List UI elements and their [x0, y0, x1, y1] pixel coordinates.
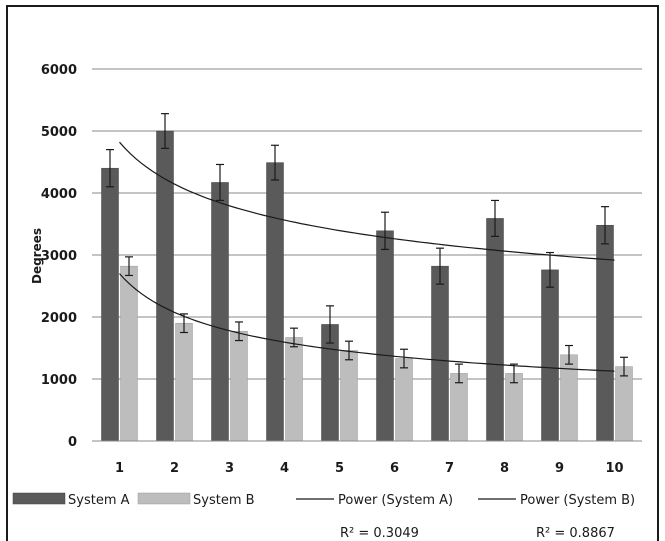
x-tick-label: 4: [280, 461, 289, 476]
y-tick-label: 4000: [41, 187, 77, 202]
y-tick-label: 0: [68, 435, 77, 450]
legend-label: Power (System B): [520, 493, 635, 508]
error-bars: [106, 113, 628, 384]
legend-swatch: [137, 492, 191, 505]
bar-system-a: [376, 230, 394, 442]
bar-system-b: [285, 337, 303, 442]
x-tick-label: 6: [390, 461, 399, 476]
y-axis-label: Degrees: [30, 228, 44, 284]
bar-system-b: [560, 354, 578, 442]
legend-label: System B: [193, 493, 255, 508]
x-tick-labels: 1 2 3 4 5 6 7 8 9 10: [115, 461, 624, 476]
bar-system-a: [431, 265, 449, 442]
x-tick-label: 2: [170, 461, 179, 476]
bar-system-b: [505, 373, 523, 442]
legend-label: Power (System A): [338, 493, 453, 508]
bar-system-b: [340, 350, 358, 442]
bar-system-b: [175, 322, 193, 442]
x-tick-label: 3: [225, 461, 234, 476]
bar-system-b: [120, 265, 138, 442]
x-tick-label: 7: [445, 461, 454, 476]
bar-system-a: [211, 182, 229, 442]
y-tick-labels: 0 1000 2000 3000 4000 5000 6000: [41, 63, 77, 450]
bar-system-a: [156, 130, 174, 442]
legend-label: System A: [68, 493, 130, 508]
x-tick-label: 1: [115, 461, 124, 476]
bar-system-b: [230, 331, 248, 442]
bar-system-a: [596, 224, 614, 442]
r2-label-system-b: R² = 0.8867: [536, 526, 615, 541]
trendline-system-b: [119, 273, 615, 372]
r2-label-system-a: R² = 0.3049: [340, 526, 419, 541]
bar-system-a: [101, 167, 119, 442]
bars: [101, 130, 633, 442]
bar-system-a: [486, 218, 504, 442]
bar-system-b: [450, 373, 468, 442]
y-tick-label: 5000: [41, 125, 77, 140]
bar-system-b: [395, 358, 413, 442]
bar-system-a: [541, 269, 559, 442]
x-tick-label: 8: [500, 461, 509, 476]
x-tick-label: 5: [335, 461, 344, 476]
y-tick-label: 3000: [41, 249, 77, 264]
y-tick-label: 6000: [41, 63, 77, 78]
x-tick-label: 10: [605, 461, 623, 476]
bar-system-b: [615, 366, 633, 442]
x-tick-label: 9: [555, 461, 564, 476]
legend-swatch: [12, 492, 66, 505]
legend: System A System B Power (System A) Power (S…: [12, 492, 635, 508]
trendlines: [119, 141, 615, 372]
gridlines: [92, 68, 642, 380]
bar-system-a: [266, 162, 284, 442]
y-tick-label: 2000: [41, 311, 77, 326]
y-tick-label: 1000: [41, 373, 77, 388]
trendline-system-a: [119, 141, 615, 261]
